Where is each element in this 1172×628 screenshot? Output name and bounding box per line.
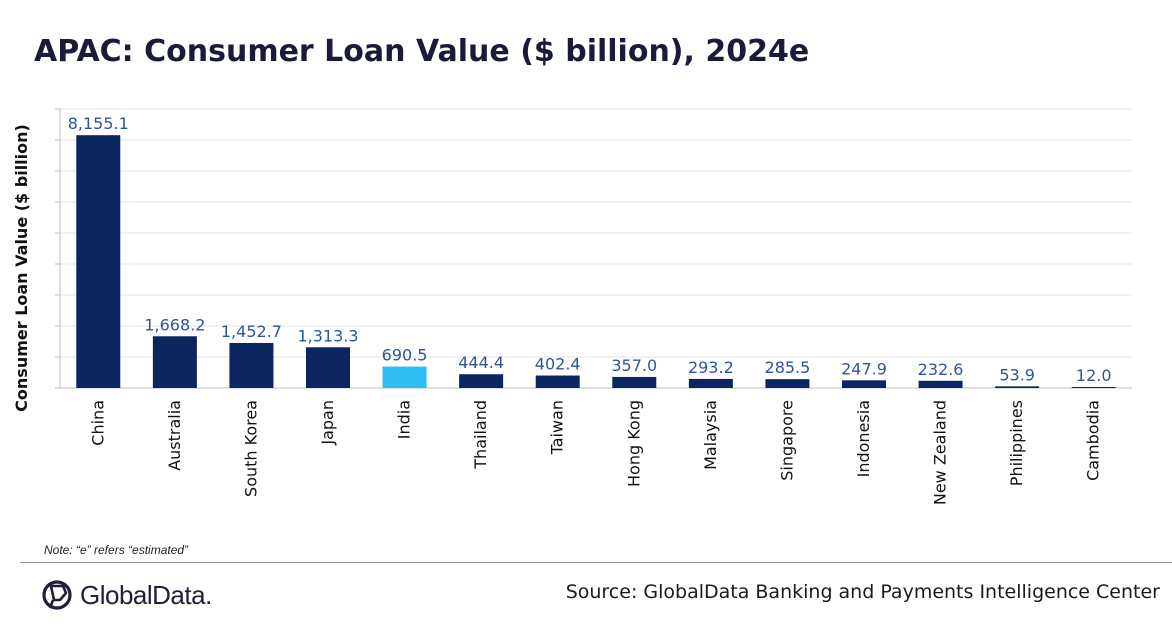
footer-divider — [20, 562, 1172, 563]
globaldata-logo-icon — [42, 580, 72, 610]
category-label: Thailand — [471, 400, 490, 470]
bar-indonesia — [842, 380, 886, 388]
category-label: New Zealand — [931, 400, 950, 505]
value-label: 12.0 — [1076, 366, 1112, 385]
globaldata-logo: GlobalData. — [40, 575, 212, 615]
logo-text: GlobalData. — [80, 579, 212, 610]
bar-singapore — [765, 379, 810, 388]
value-label: 53.9 — [999, 365, 1035, 384]
bar-chart: Consumer Loan Value ($ billion) 8,155.1 1… — [12, 108, 1132, 505]
category-label: China — [88, 400, 107, 446]
bar-philippines — [995, 386, 1040, 388]
value-label: 8,155.1 — [68, 114, 129, 133]
category-label: South Korea — [241, 400, 260, 497]
category-label: Taiwan — [548, 400, 567, 455]
bar-hong-kong — [612, 376, 657, 388]
value-label: 444.4 — [458, 353, 504, 372]
bar-india — [382, 366, 427, 388]
bar-australia — [152, 336, 197, 388]
category-label: Malaysia — [701, 400, 720, 470]
value-label: 232.6 — [918, 360, 964, 379]
category-label: Japan — [318, 400, 337, 446]
bar-japan — [306, 347, 350, 388]
category-labels: China Australia South Korea Japan India Thail… — [88, 400, 1102, 505]
value-label: 1,313.3 — [297, 326, 358, 345]
note-text: Note: “e” refers “estimated” — [44, 543, 189, 557]
category-label: Australia — [165, 400, 184, 471]
category-label: Cambodia — [1084, 400, 1103, 481]
bar-taiwan — [535, 375, 580, 388]
value-label: 402.4 — [535, 355, 581, 374]
value-labels: 8,155.1 1,668.2 1,452.7 1,313.3 690.5 444.4 40… — [68, 114, 1112, 385]
source-text: Source: GlobalData Banking and Payments … — [565, 581, 1160, 603]
value-label: 247.9 — [841, 359, 887, 378]
bar-malaysia — [688, 378, 733, 388]
bars — [76, 135, 1116, 388]
bar-china — [76, 135, 121, 388]
chart-title: APAC: Consumer Loan Value ($ billion), 2… — [34, 34, 810, 69]
bar-south-korea — [229, 342, 274, 388]
value-label: 357.0 — [611, 356, 657, 375]
category-label: India — [395, 400, 414, 439]
bar-thailand — [459, 374, 504, 388]
category-label: Indonesia — [854, 400, 873, 477]
gridlines — [60, 108, 1132, 389]
bar-new-zealand — [918, 380, 963, 388]
category-label: Hong Kong — [624, 400, 643, 487]
value-label: 293.2 — [688, 358, 734, 377]
value-label: 285.5 — [765, 358, 811, 377]
value-label: 1,668.2 — [144, 315, 205, 334]
category-label: Philippines — [1007, 400, 1026, 486]
bar-cambodia — [1071, 387, 1116, 388]
category-label: Singapore — [777, 400, 796, 481]
value-label: 690.5 — [382, 346, 428, 365]
y-axis-label: Consumer Loan Value ($ billion) — [12, 124, 31, 412]
y-axis-ticks — [55, 108, 60, 389]
value-label: 1,452.7 — [221, 322, 282, 341]
